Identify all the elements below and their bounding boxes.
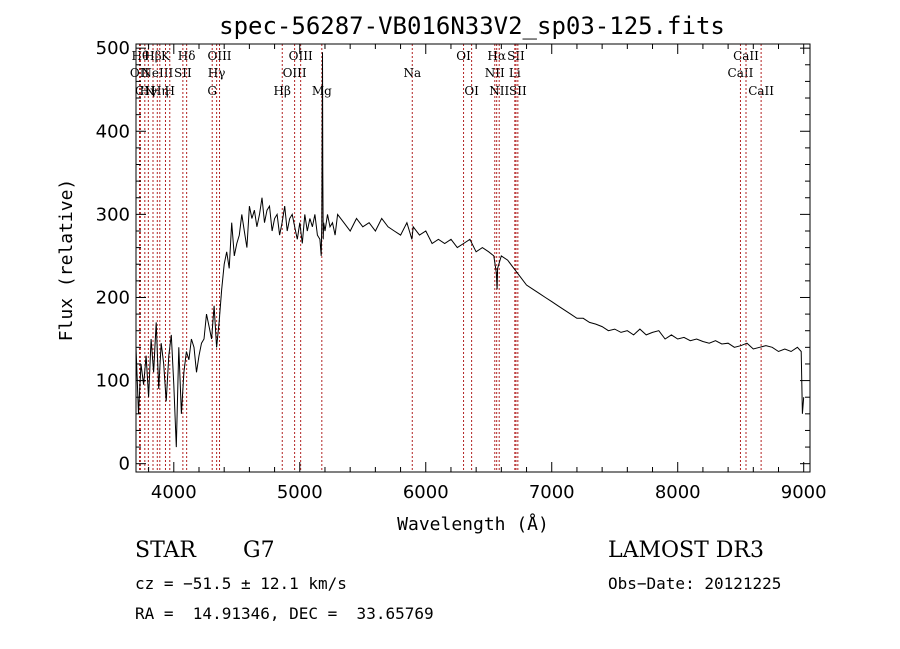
line-marker-label: CaII — [748, 84, 774, 98]
line-marker-label: OI — [464, 84, 479, 98]
line-marker-label: NeIII — [141, 66, 173, 80]
object-subclass: G7 — [243, 538, 275, 563]
line-marker-label: OI — [456, 49, 471, 63]
line-marker-label: SII — [509, 84, 527, 98]
line-marker-label: Hγ — [208, 66, 226, 80]
line-marker-label: NII — [489, 84, 509, 98]
x-tick-label: 6000 — [403, 482, 449, 503]
y-axis-label: Flux (relative) — [56, 179, 77, 342]
line-marker-label: CaII — [733, 49, 759, 63]
line-marker-label: Hα — [487, 49, 506, 63]
y-axis-ticks: 0 100 200 300 400 500 — [96, 38, 810, 475]
line-marker-label: Hγ — [140, 84, 158, 98]
coordinates: RA = 14.91346, DEC = 33.65769 — [135, 604, 434, 623]
x-axis-label: Wavelength (Å) — [397, 513, 549, 535]
line-marker-label: Hβ — [274, 84, 291, 98]
line-marker-label: Hβ — [144, 49, 161, 63]
spectrum-line — [135, 52, 805, 448]
line-marker-label: Li — [509, 66, 521, 80]
line-marker-label: Hη — [151, 84, 169, 98]
line-marker-label: K — [161, 49, 171, 63]
line-marker-label: H — [165, 84, 175, 98]
x-axis-ticks: 4000 5000 6000 7000 8000 9000 — [148, 44, 827, 503]
x-tick-label: 9000 — [781, 482, 827, 503]
line-marker-label: OIII — [289, 49, 313, 63]
redshift-velocity: cz = −51.5 ± 12.1 km/s — [135, 574, 347, 593]
plot-frame — [135, 43, 811, 473]
line-marker-label: OIII — [283, 66, 307, 80]
line-marker-label: SII — [507, 49, 525, 63]
line-marker-label: SII — [174, 66, 192, 80]
series-group — [135, 52, 805, 448]
line-marker-label: Na — [403, 66, 421, 80]
line-marker-label: Hδ — [178, 49, 196, 63]
line-marker-label: CN — [135, 84, 155, 98]
survey-name: LAMOST DR3 — [608, 538, 764, 563]
x-tick-label: 7000 — [529, 482, 575, 503]
line-markers: HθOIICNHγHβNeIIIHηKHSIIHδGHγOIIIHβOIIIOI… — [130, 44, 774, 472]
chart-title: spec-56287-VB016N33V2_sp03-125.fits — [219, 12, 725, 40]
y-tick-label: 0 — [119, 454, 130, 475]
line-marker-label: CaII — [728, 66, 754, 80]
x-tick-label: 8000 — [655, 482, 701, 503]
x-tick-label: 5000 — [277, 482, 323, 503]
observation-date: Obs−Date: 20121225 — [608, 574, 782, 593]
y-tick-label: 400 — [96, 121, 130, 142]
y-tick-label: 500 — [96, 38, 130, 59]
line-marker-label: OIII — [207, 49, 231, 63]
line-marker-label: NII — [485, 66, 505, 80]
x-tick-label: 4000 — [151, 482, 197, 503]
y-tick-label: 300 — [96, 204, 130, 225]
y-tick-label: 200 — [96, 287, 130, 308]
line-marker-label: G — [207, 84, 217, 98]
y-tick-label: 100 — [96, 371, 130, 392]
object-class: STAR — [135, 538, 196, 563]
